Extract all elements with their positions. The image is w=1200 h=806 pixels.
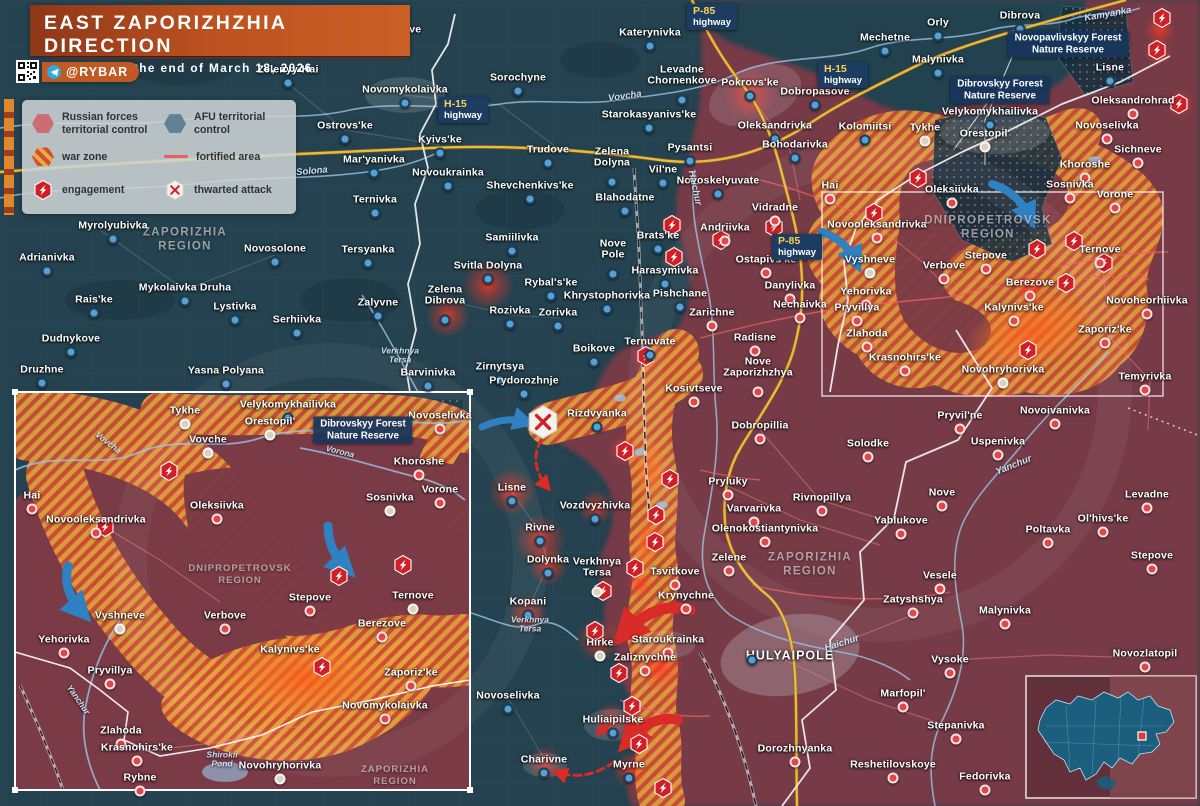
russian-attack-arrow: [594, 712, 632, 736]
russian-attack-arrow: [617, 714, 683, 753]
watermark: [113, 138, 1132, 777]
hot-zone-kalynivske: [963, 292, 1101, 372]
map-title: EAST ZAPORIZHZHIA DIRECTION: [44, 12, 287, 57]
engagement-icon: [765, 216, 783, 238]
fortified-area-icon: [164, 155, 189, 159]
legend-item-war-zone: war zone: [32, 140, 160, 173]
combat-glow: [462, 259, 514, 311]
engagement-icon: [594, 580, 612, 602]
engagement-icon: [647, 504, 665, 526]
engagement-icon: [1148, 39, 1166, 61]
qr-code: [16, 60, 39, 83]
legend-label: thwarted attack: [194, 184, 272, 197]
engagement-icon: [637, 345, 655, 367]
engagement-icon: [661, 468, 679, 490]
urban-hulyaipole: [720, 613, 860, 697]
minimap-marker: [1137, 731, 1147, 741]
fortified-lines: [619, 179, 1169, 718]
channel-handle: @RYBAR: [66, 65, 129, 79]
ukraine-minimap: [1025, 675, 1197, 799]
afu-attack-arrow: [59, 561, 92, 623]
engagement-icon: [330, 565, 348, 587]
afu-control-icon: [164, 114, 187, 134]
russian-attack-arrow: [551, 760, 616, 784]
afu-attack-arrow: [818, 228, 863, 274]
engagement-icon: [1028, 238, 1046, 260]
combat-glow: [1014, 272, 1046, 304]
engagement-icon: [1153, 7, 1171, 29]
combat-glow: [578, 490, 614, 526]
russian-control-icon: [32, 114, 54, 134]
thwarted-attack-icon: [527, 404, 559, 440]
combat-glow: [612, 752, 648, 788]
engagement-icon: [626, 557, 644, 579]
engagement-icon: [96, 516, 114, 538]
legend-label: fortified area: [196, 150, 261, 163]
combat-glow: [626, 570, 654, 598]
engagement-icon: [865, 202, 883, 224]
engagement-icon: [663, 214, 681, 236]
engagement-icon: [610, 662, 628, 684]
afu-attack-arrow: [988, 180, 1037, 230]
engagement-icon: [1095, 252, 1113, 274]
inset-source-rect: [821, 191, 1164, 397]
engagement-icon: [646, 531, 664, 553]
engagement-icon: [1065, 230, 1083, 252]
telegram-icon: [47, 65, 61, 79]
local-roads: [99, 84, 561, 761]
russian-attack-arrow: [534, 438, 552, 492]
combat-glow: [488, 468, 536, 516]
engagement-icon: [909, 167, 927, 189]
engagement-icon: [665, 246, 683, 268]
legend-item-afu-control: AFU territorial control: [164, 107, 286, 140]
legend-label: Russian forces territorial control: [62, 111, 148, 136]
engagement-icon: [630, 733, 648, 755]
header-banner: EAST ZAPORIZHZHIA DIRECTION Situation by…: [30, 5, 410, 75]
engagement-icon: [1019, 339, 1037, 361]
afu-attack-arrow: [478, 406, 537, 431]
thwarted-attack-icon: [166, 179, 185, 201]
combat-glow: [528, 546, 568, 586]
engagement-icon: [712, 229, 730, 251]
dotted-border: [1127, 407, 1200, 437]
legend-item-thwarted-attack: thwarted attack: [164, 174, 286, 207]
engagement-icon: [623, 695, 641, 717]
inset-border: [12, 389, 473, 793]
legend-item-fortified-area: fortified area: [164, 140, 286, 173]
engagement-icon: [34, 180, 52, 201]
railroads: [632, 167, 758, 806]
attack-arrows: [59, 180, 1037, 784]
engagement-icon: [586, 620, 604, 642]
war-zone-icon: [32, 147, 54, 167]
legend: Russian forces territorial control AFU t…: [22, 100, 296, 214]
engagement-icon: [160, 460, 178, 482]
afu-attack-arrow: [323, 521, 356, 578]
legend-label: engagement: [62, 184, 125, 197]
banner-underline: [52, 57, 408, 59]
urban-areas: [365, 63, 1050, 777]
legend-item-engagement: engagement: [32, 174, 160, 207]
engagement-icon: [1057, 272, 1075, 294]
legend-item-russian-control: Russian forces territorial control: [32, 107, 160, 140]
engagement-icon: [654, 777, 672, 799]
legend-label: AFU territorial control: [194, 111, 266, 136]
engagement-icon: [313, 656, 331, 678]
engagement-icon: [1170, 93, 1188, 115]
pink-roads: [727, 94, 1151, 731]
engagement-icon: [394, 554, 412, 576]
rybar-channel-strip: @RYBAR: [42, 62, 140, 82]
engagement-icon: [616, 440, 634, 462]
orange-dash-bar: [4, 99, 14, 215]
legend-label: war zone: [62, 150, 108, 163]
